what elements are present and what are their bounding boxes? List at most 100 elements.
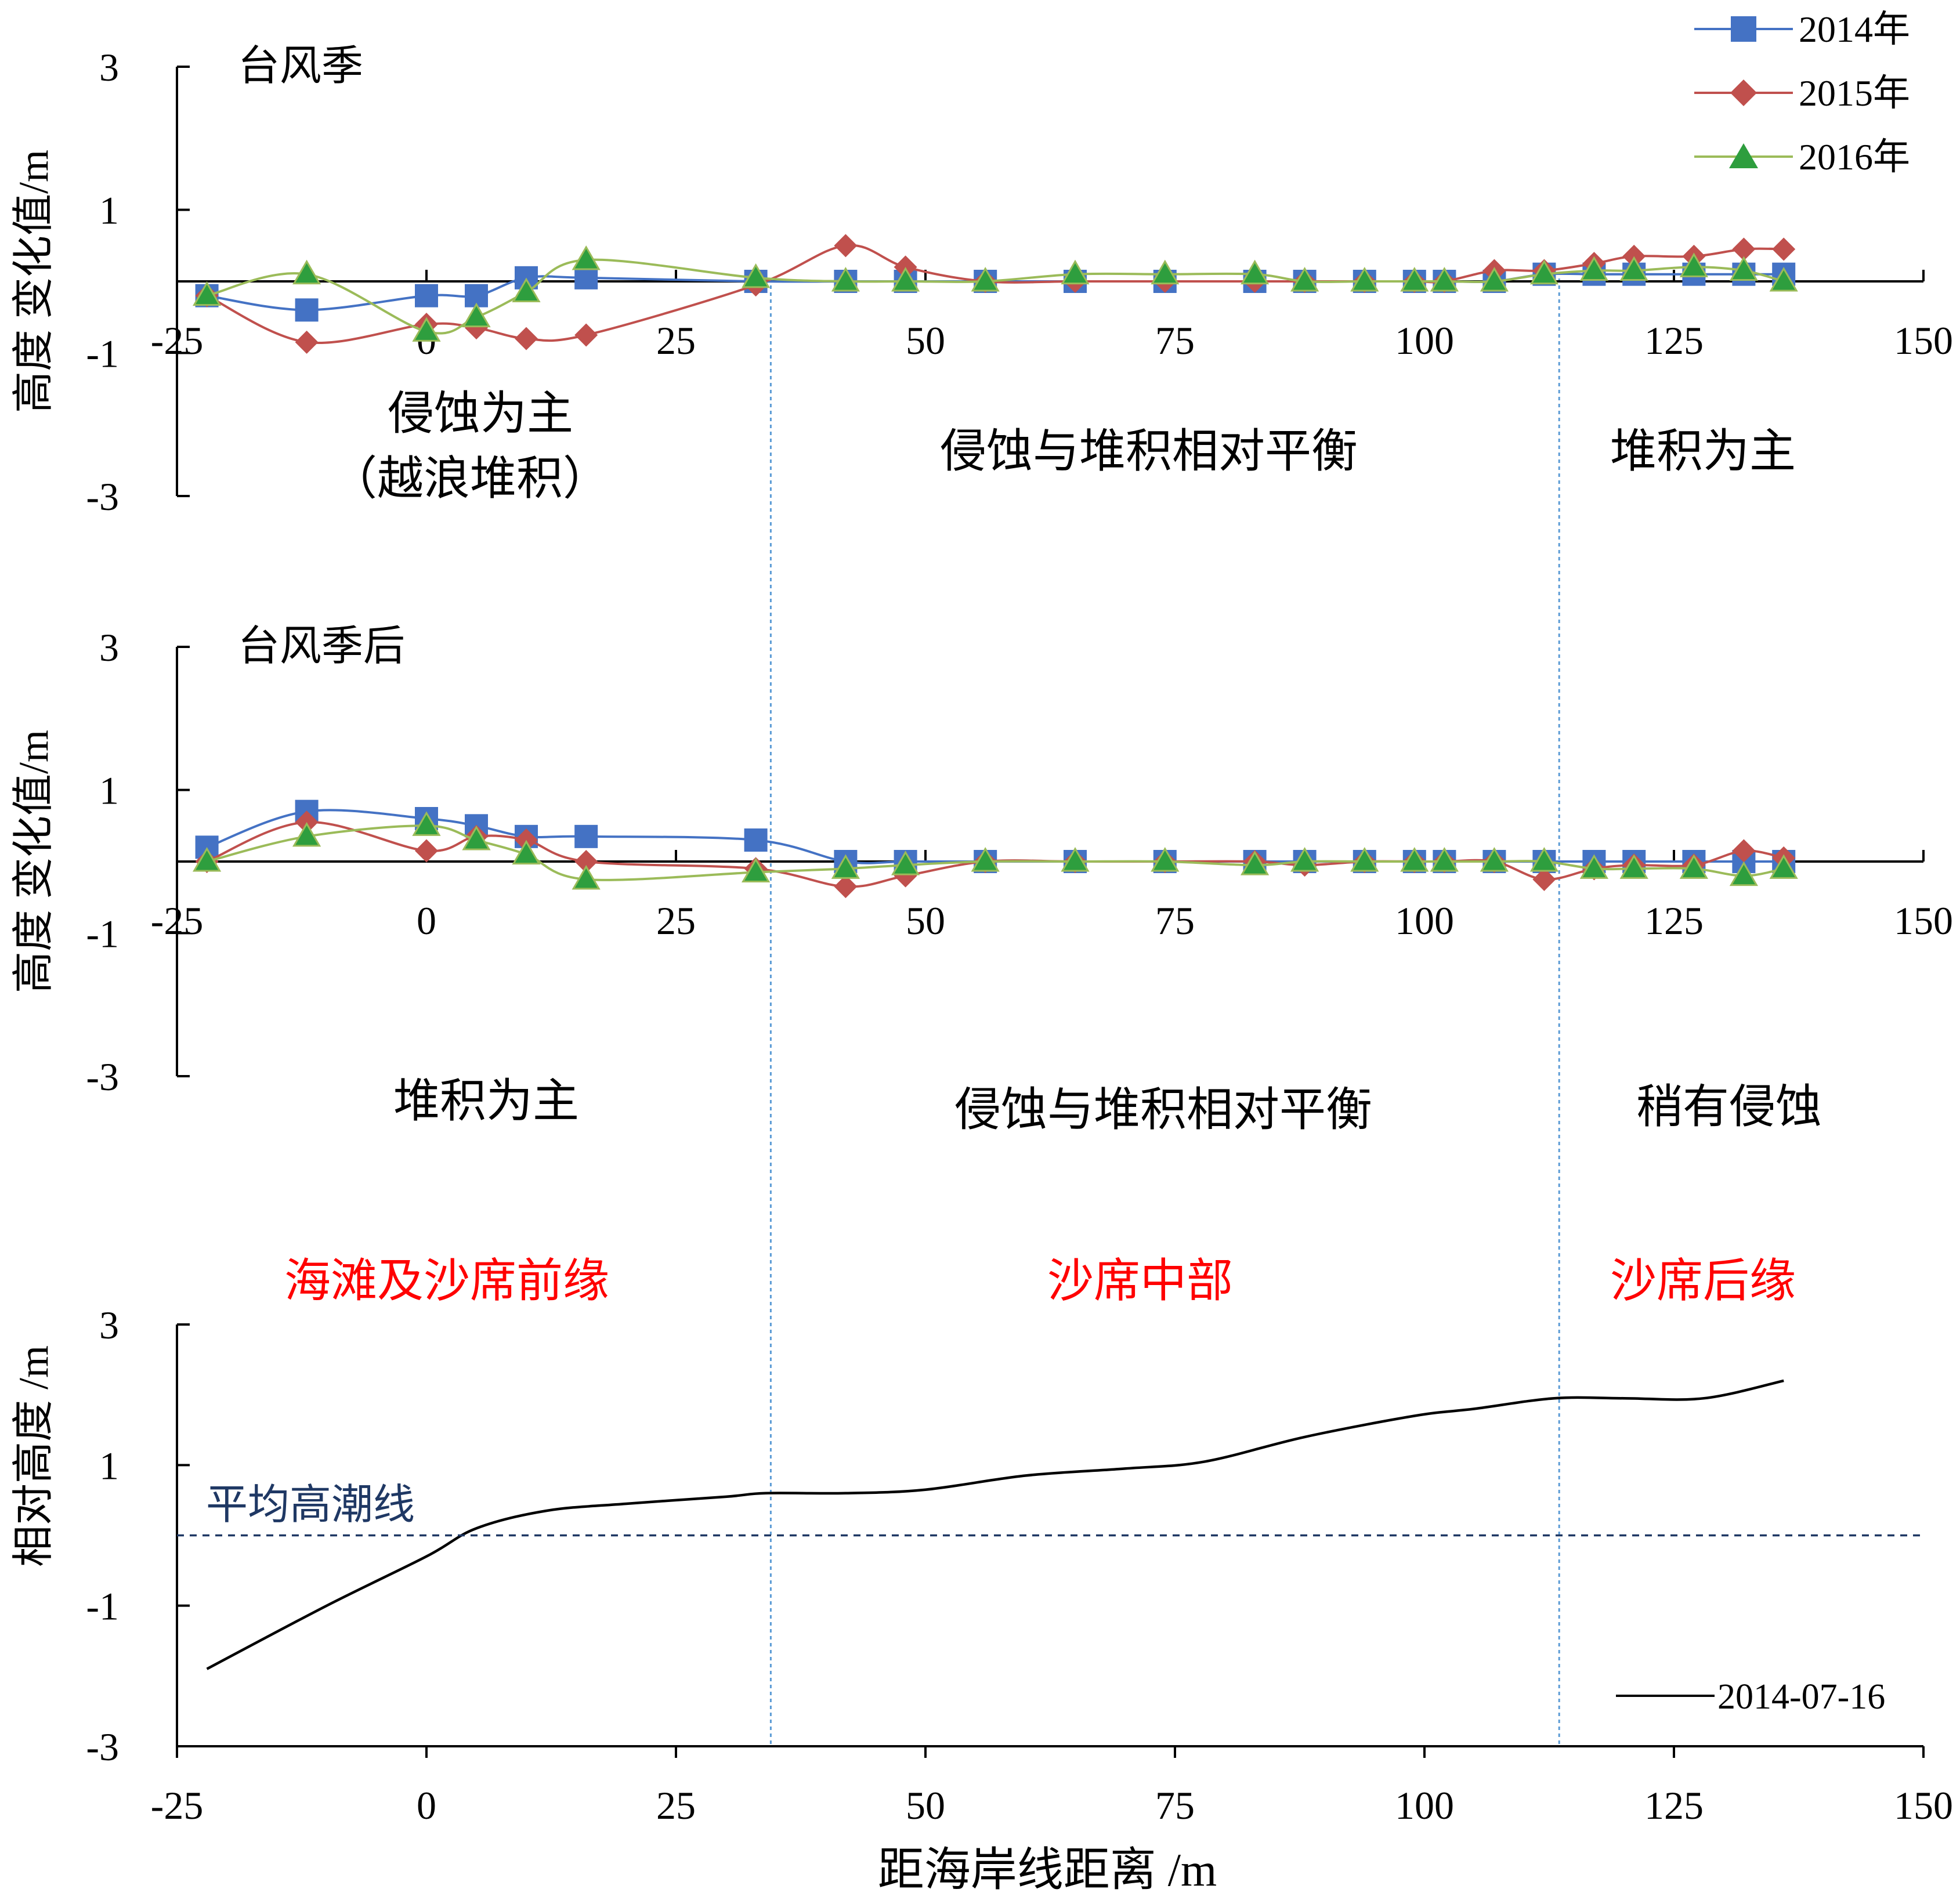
data-point-triangle bbox=[831, 854, 860, 879]
x-tick-label: 100 bbox=[1395, 1783, 1454, 1827]
x-tick-label: 0 bbox=[417, 899, 436, 943]
legend-marker-square bbox=[1731, 16, 1756, 42]
x-tick-label: 100 bbox=[1395, 899, 1454, 943]
panel-post-typhoon-season: 台风季后 高度 变化值/m 31-1-3-25 0 25 50 75 100 125 150 … bbox=[10, 623, 1953, 1136]
y-tick-label: 3 bbox=[99, 1303, 119, 1347]
data-point-diamond bbox=[1532, 867, 1556, 891]
legend-label: 2014-07-16 bbox=[1717, 1677, 1885, 1717]
plot-series bbox=[192, 234, 1798, 354]
data-point-square bbox=[574, 824, 598, 848]
data-point-triangle bbox=[1350, 847, 1379, 872]
y-tick-label: -3 bbox=[86, 475, 119, 519]
panel-title: 台风季后 bbox=[238, 623, 405, 669]
data-point-triangle bbox=[1290, 267, 1319, 292]
data-point-triangle bbox=[1619, 854, 1648, 879]
legend-label: 2014年 bbox=[1799, 9, 1910, 50]
data-point-triangle bbox=[1579, 256, 1609, 281]
legend-label: 2015年 bbox=[1799, 73, 1910, 114]
x-tick-label: 75 bbox=[1155, 899, 1195, 943]
zone-label-middle: 侵蚀与堆积相对平衡 bbox=[954, 1085, 1372, 1136]
data-point-diamond bbox=[1772, 237, 1796, 261]
x-tick-label: 150 bbox=[1894, 319, 1953, 363]
data-point-triangle bbox=[572, 245, 601, 270]
x-tick-label: 75 bbox=[1155, 319, 1195, 363]
x-tick-label: 150 bbox=[1894, 899, 1953, 943]
data-point-triangle bbox=[1679, 854, 1709, 879]
x-tick-label: 125 bbox=[1644, 1783, 1704, 1827]
data-point-triangle bbox=[971, 267, 1000, 292]
x-axis-label: 距海岸线距离 /m bbox=[878, 1845, 1217, 1896]
y-tick-label: -3 bbox=[86, 1725, 119, 1769]
x-tick-label: 0 bbox=[417, 1783, 436, 1827]
data-point-triangle bbox=[831, 267, 860, 292]
legend: 2014-07-16 bbox=[1616, 1677, 1885, 1717]
x-tick-label: 25 bbox=[656, 899, 696, 943]
data-point-triangle bbox=[1679, 252, 1709, 277]
legend-entry-2014: 2014年 bbox=[1694, 9, 1910, 50]
series-line bbox=[206, 1379, 1784, 1670]
y-tick-label: 1 bbox=[99, 189, 119, 233]
data-point-triangle bbox=[1061, 259, 1090, 285]
data-point-triangle bbox=[891, 267, 920, 292]
zone-label-middle: 沙席中部 bbox=[1047, 1256, 1233, 1307]
data-point-triangle bbox=[1290, 847, 1319, 872]
zone-boundary-lines bbox=[769, 278, 1560, 1746]
data-point-triangle bbox=[292, 821, 321, 847]
data-point-triangle bbox=[1480, 847, 1509, 872]
data-point-triangle bbox=[1729, 256, 1759, 281]
data-point-triangle bbox=[292, 259, 321, 285]
y-axis-label: 相对高度 /m bbox=[10, 1345, 57, 1567]
zone-label-right: 稍有侵蚀 bbox=[1636, 1082, 1822, 1133]
legend-marker-triangle bbox=[1729, 143, 1758, 168]
x-tick-label: 25 bbox=[656, 1783, 696, 1827]
series-line bbox=[207, 824, 1784, 881]
legend: 2014年 2015年 2016年 bbox=[1694, 9, 1910, 178]
zone-label-left: 堆积为主 bbox=[393, 1076, 579, 1127]
x-tick-label: -25 bbox=[151, 1783, 204, 1827]
data-point-diamond bbox=[834, 234, 858, 258]
data-point-triangle bbox=[1151, 847, 1180, 872]
y-axis-label: 高度 变化值/m bbox=[10, 730, 57, 993]
legend-entry-2015: 2015年 bbox=[1694, 73, 1910, 114]
data-point-diamond bbox=[834, 875, 858, 899]
zone-label-left: 侵蚀为主 bbox=[388, 389, 573, 440]
zone-label-right: 沙席后缘 bbox=[1610, 1256, 1796, 1307]
data-point-triangle bbox=[1579, 854, 1609, 879]
y-tick-label: -1 bbox=[86, 331, 119, 375]
data-point-triangle bbox=[1480, 267, 1509, 292]
data-point-triangle bbox=[1529, 847, 1559, 872]
x-tick-label: 150 bbox=[1894, 1783, 1953, 1827]
x-tick-label: 100 bbox=[1395, 319, 1454, 363]
data-point-triangle bbox=[1769, 854, 1798, 879]
data-point-square bbox=[295, 298, 319, 322]
zone-label-right: 堆积为主 bbox=[1610, 426, 1796, 477]
y-tick-label: 3 bbox=[99, 45, 119, 89]
zone-label-left-note: （越浪堆积） bbox=[331, 454, 609, 505]
data-point-diamond bbox=[1732, 237, 1756, 261]
data-point-triangle bbox=[572, 864, 601, 890]
data-point-triangle bbox=[1400, 847, 1429, 872]
data-point-diamond bbox=[574, 850, 598, 873]
data-point-diamond bbox=[295, 330, 319, 354]
x-tick-label: -25 bbox=[151, 899, 204, 943]
data-point-triangle bbox=[741, 263, 771, 288]
data-point-square bbox=[744, 828, 768, 852]
data-point-triangle bbox=[412, 317, 441, 342]
legend-label: 2016年 bbox=[1799, 136, 1910, 178]
x-tick-label: 125 bbox=[1644, 319, 1704, 363]
data-point-diamond bbox=[415, 839, 438, 863]
x-tick-label: 50 bbox=[906, 1783, 945, 1827]
y-tick-label: -1 bbox=[86, 1584, 119, 1628]
zone-label-middle: 侵蚀与堆积相对平衡 bbox=[940, 426, 1358, 477]
data-point-triangle bbox=[891, 851, 920, 875]
series-line bbox=[207, 258, 1784, 335]
data-point-triangle bbox=[512, 277, 541, 302]
data-point-triangle bbox=[1619, 256, 1648, 281]
x-tick-label: 25 bbox=[656, 319, 696, 363]
data-point-triangle bbox=[192, 281, 222, 306]
data-point-triangle bbox=[971, 847, 1000, 872]
data-point-triangle bbox=[1529, 259, 1559, 285]
